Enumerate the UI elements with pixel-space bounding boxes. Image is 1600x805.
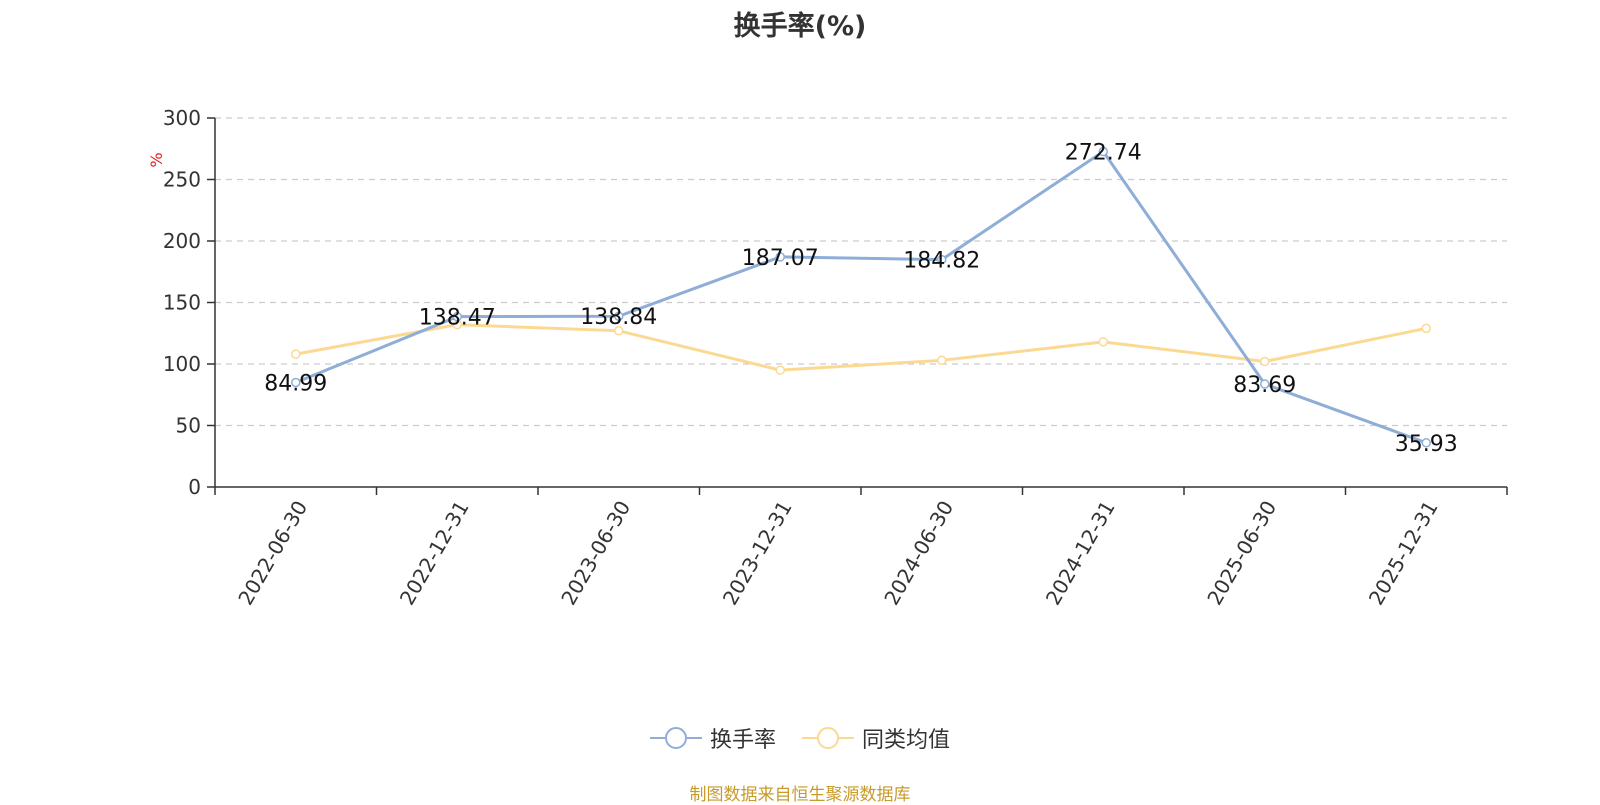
legend-item-peer-average[interactable]: 同类均值 (802, 722, 950, 754)
grid-lines (215, 117, 1507, 427)
data-label: 138.84 (580, 305, 657, 330)
axes (214, 118, 1507, 488)
data-point[interactable] (1421, 323, 1431, 334)
x-tick-label: 2024-12-31 (1041, 497, 1120, 610)
data-point[interactable] (937, 254, 947, 265)
y-tick-label: 50 (176, 414, 201, 438)
data-label: 83.69 (1233, 373, 1296, 398)
data-label: 138.47 (419, 306, 496, 331)
x-tick-label: 2022-12-31 (395, 497, 474, 610)
data-point[interactable] (775, 252, 785, 262)
legend-swatch-turnover-icon (650, 727, 702, 749)
data-point[interactable] (1421, 438, 1431, 448)
data-point[interactable] (614, 326, 624, 336)
data-point[interactable] (1098, 337, 1108, 347)
x-tick-label: 2025-12-31 (1364, 497, 1443, 610)
y-tick-label: 100 (163, 352, 201, 376)
data-label: 272.74 (1065, 141, 1142, 166)
data-label: 84.99 (264, 371, 327, 396)
data-point[interactable] (614, 311, 624, 321)
data-point[interactable] (291, 349, 301, 359)
y-tick-label: 200 (163, 229, 201, 253)
series-line-1 (295, 323, 1427, 372)
series-line-0 (295, 150, 1427, 445)
y-axis-label: % (147, 152, 166, 167)
y-tick-label: 250 (163, 168, 201, 192)
data-point[interactable] (937, 355, 947, 366)
x-tick-label: 2025-06-30 (1202, 497, 1281, 610)
data-point[interactable] (1260, 356, 1270, 367)
legend: 换手率 同类均值 (650, 722, 976, 754)
data-point[interactable] (1098, 146, 1108, 157)
x-axis-ticks: 2022-06-30 2022-12-31 2023-06-30 2023-12-31… (214, 487, 1508, 610)
data-label: 184.82 (903, 249, 980, 274)
data-labels: 84.99 138.47 138.84 187.07 184.82 272.74 83.69… (264, 141, 1457, 457)
data-source-note: 制图数据来自恒生聚源数据库 (689, 785, 911, 805)
legend-swatch-peer-average-icon (802, 727, 855, 749)
x-tick-label: 2022-06-30 (233, 497, 312, 610)
data-point[interactable] (1260, 379, 1270, 389)
legend-label-turnover: 换手率 (710, 728, 777, 753)
data-label: 187.07 (742, 246, 819, 271)
data-point[interactable] (291, 377, 301, 388)
data-point[interactable] (775, 365, 785, 375)
x-tick-label: 2024-06-30 (879, 497, 958, 610)
data-point[interactable] (452, 311, 462, 322)
x-tick-label: 2023-12-31 (718, 497, 797, 610)
series-group (291, 146, 1431, 448)
x-tick-label: 2023-06-30 (556, 497, 635, 610)
legend-item-turnover[interactable]: 换手率 (650, 722, 776, 754)
legend-label-peer-average: 同类均值 (862, 728, 951, 753)
y-tick-label: 0 (188, 475, 201, 499)
chart-title: 换手率(%) (733, 11, 867, 42)
y-axis-ticks: 0 50 100 150 200 250 300 (163, 106, 215, 499)
y-tick-label: 300 (163, 106, 201, 130)
data-label: 35.93 (1395, 432, 1458, 457)
y-tick-label: 150 (163, 291, 201, 315)
